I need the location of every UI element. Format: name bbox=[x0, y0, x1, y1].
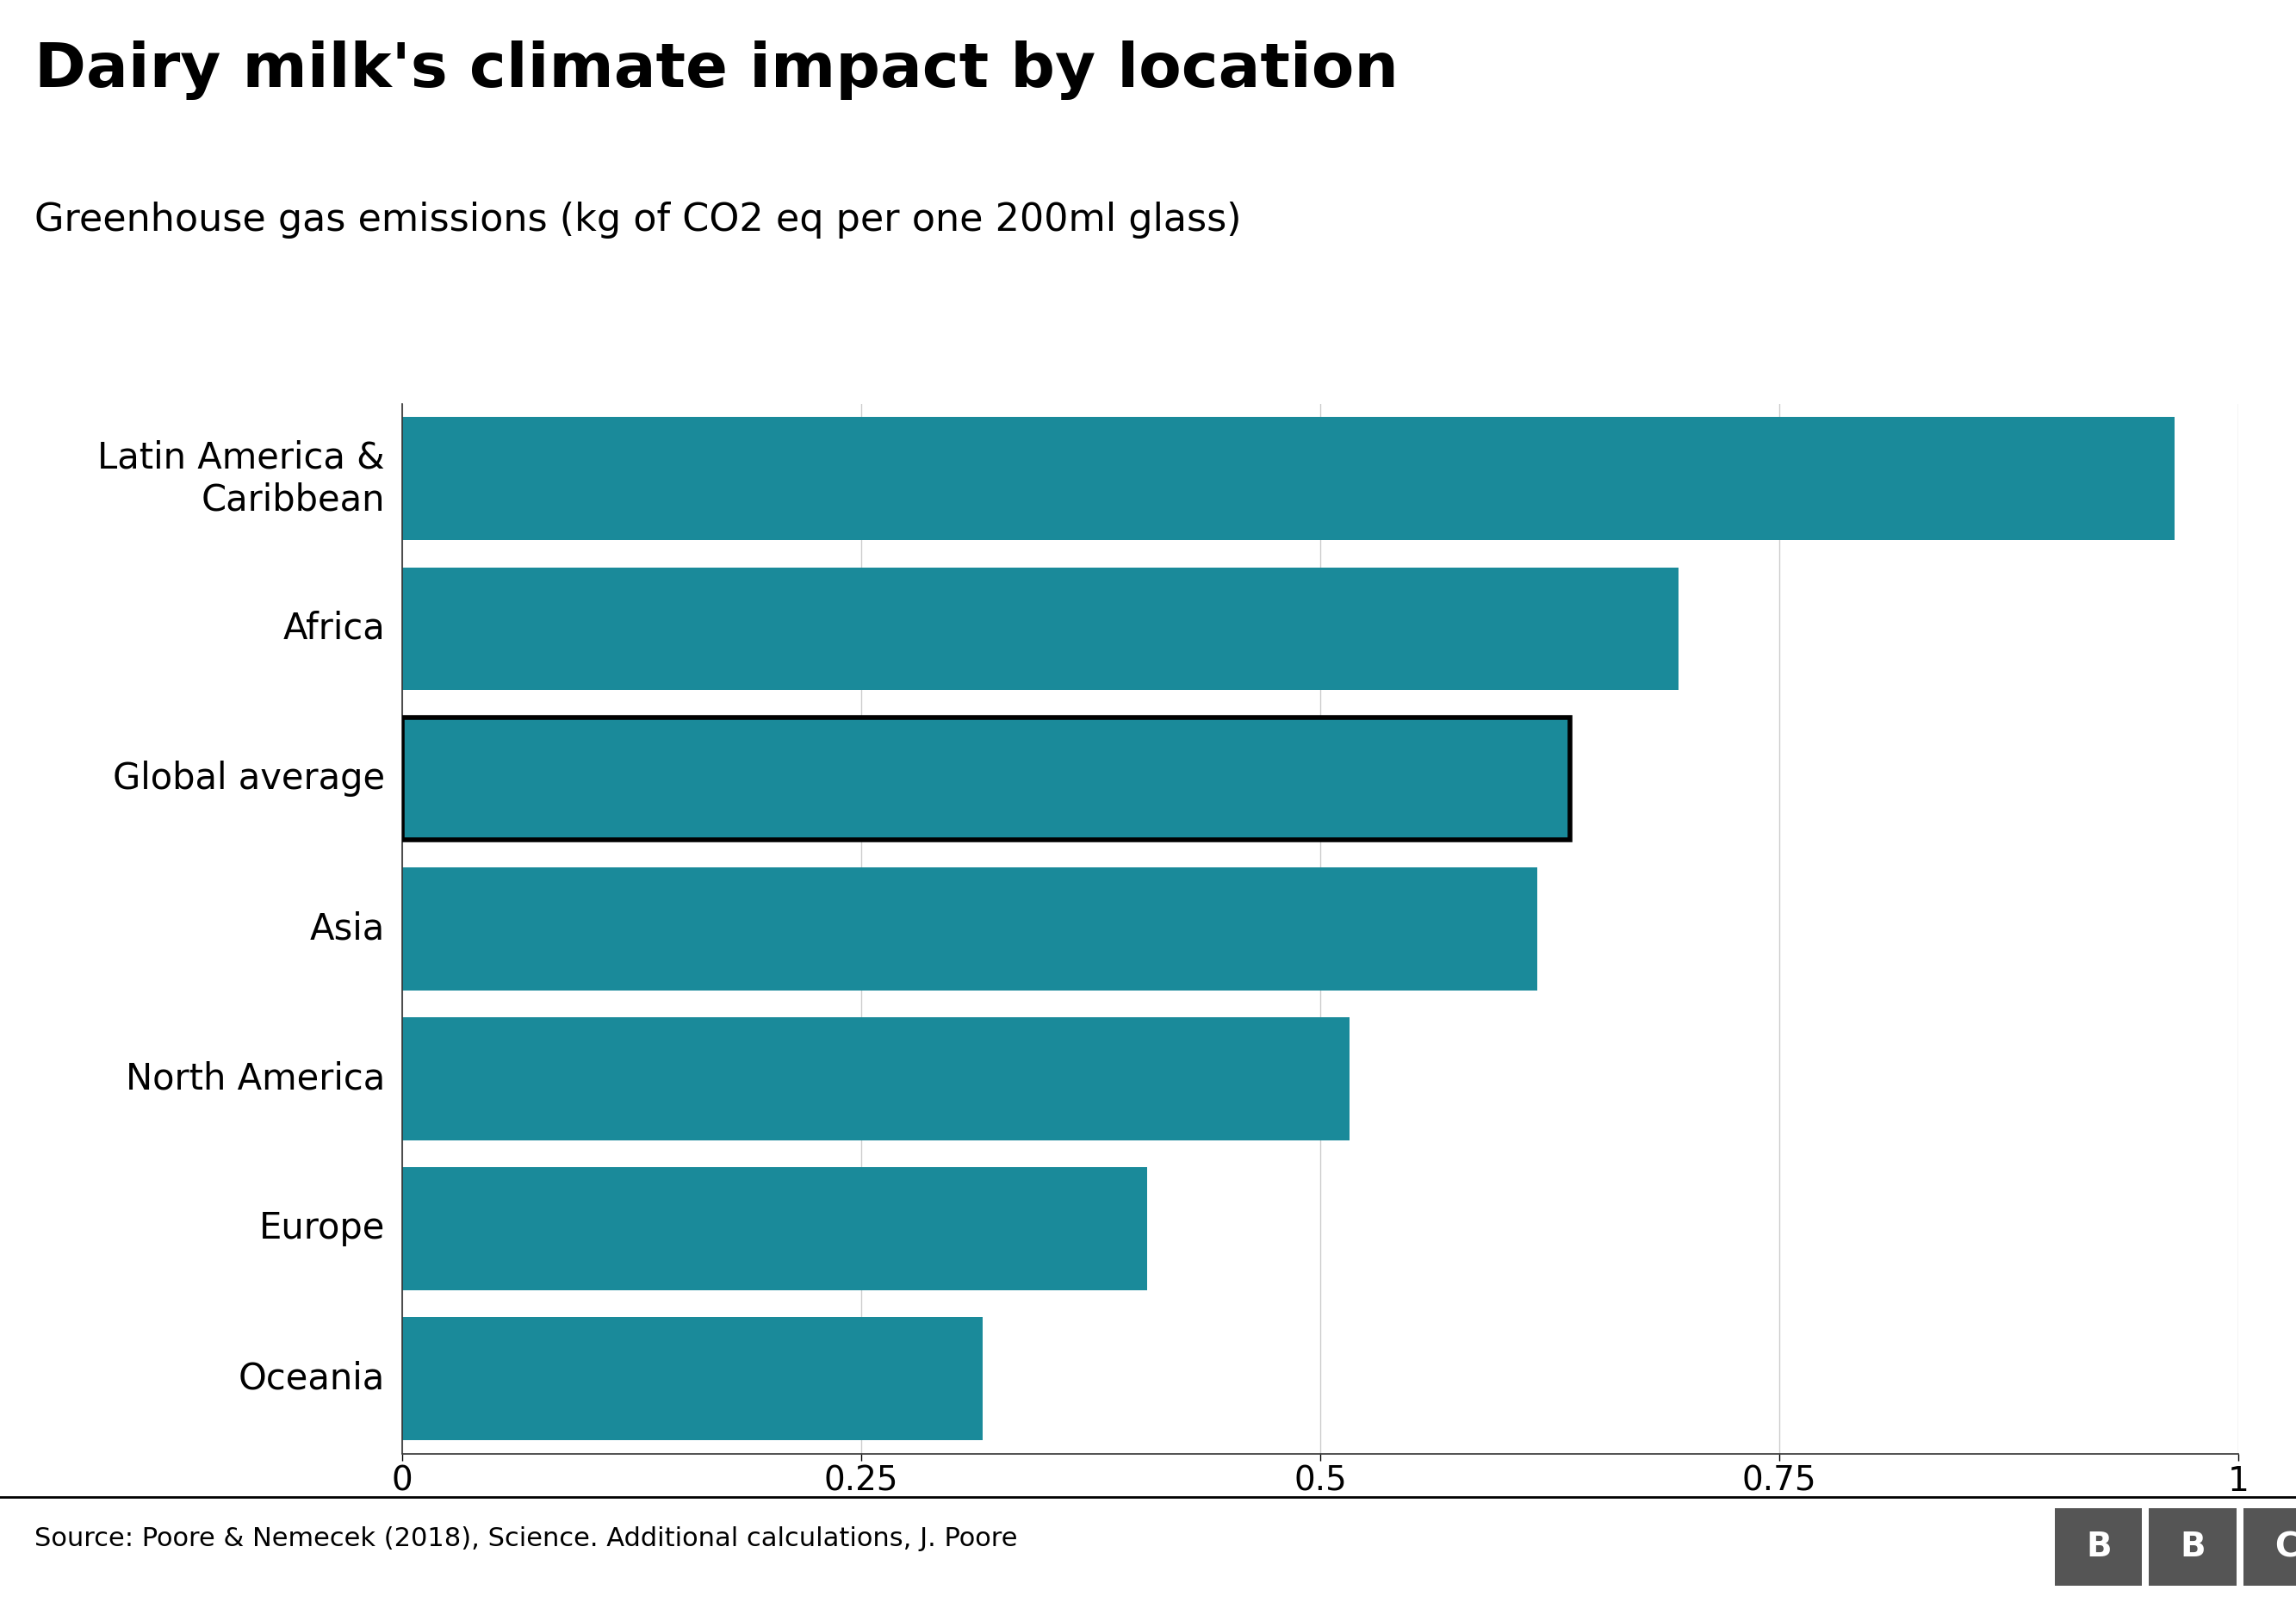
Bar bbox=[402, 1168, 1148, 1290]
Text: Dairy milk's climate impact by location: Dairy milk's climate impact by location bbox=[34, 40, 1398, 100]
Text: Greenhouse gas emissions (kg of CO2 eq per one 200ml glass): Greenhouse gas emissions (kg of CO2 eq p… bbox=[34, 202, 1242, 239]
Bar bbox=[402, 717, 1570, 840]
Bar bbox=[402, 1017, 1350, 1140]
Text: B: B bbox=[2085, 1531, 2112, 1563]
Bar bbox=[402, 717, 1570, 840]
Bar bbox=[402, 867, 1536, 990]
Text: B: B bbox=[2179, 1531, 2206, 1563]
Bar bbox=[402, 1318, 983, 1441]
Bar bbox=[402, 567, 1678, 690]
Text: C: C bbox=[2275, 1531, 2296, 1563]
Text: Source: Poore & Nemecek (2018), Science. Additional calculations, J. Poore: Source: Poore & Nemecek (2018), Science.… bbox=[34, 1526, 1017, 1550]
Bar bbox=[402, 417, 2174, 539]
